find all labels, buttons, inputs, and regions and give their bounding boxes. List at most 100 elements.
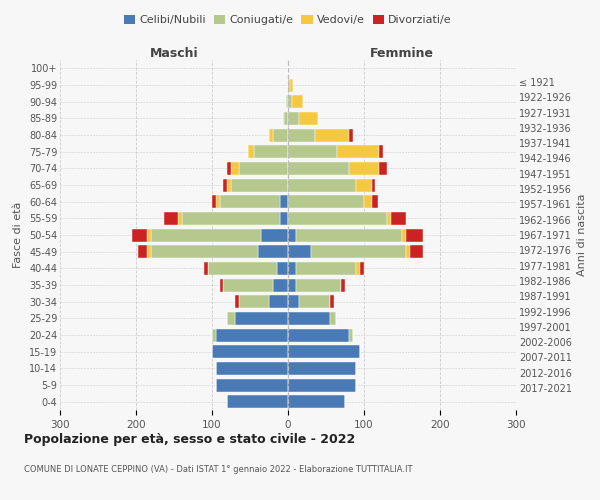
Bar (288, 212, 387, 225)
Bar (296, 228, 402, 241)
Bar (257, 245, 288, 258)
Bar (235, 295, 239, 308)
Bar (148, 228, 151, 241)
Bar (212, 195, 216, 208)
Bar (371, 195, 377, 208)
Bar (288, 278, 296, 291)
Bar (269, 295, 288, 308)
Bar (283, 112, 284, 125)
Bar (182, 212, 280, 225)
Bar (349, 128, 353, 141)
Bar (296, 262, 356, 275)
Bar (288, 395, 345, 408)
Bar (280, 195, 288, 208)
Bar (299, 112, 319, 125)
Bar (349, 328, 353, 342)
Bar (314, 128, 349, 141)
Bar (288, 245, 311, 258)
Bar (288, 128, 314, 141)
Bar (349, 162, 379, 175)
Bar (311, 245, 406, 258)
Bar (227, 178, 231, 192)
Bar (164, 212, 178, 225)
Bar (406, 228, 422, 241)
Bar (288, 178, 356, 192)
Bar (371, 178, 376, 192)
Bar (280, 212, 288, 225)
Bar (208, 262, 277, 275)
Bar (216, 195, 220, 208)
Bar (254, 145, 288, 158)
Bar (132, 228, 148, 241)
Text: COMUNE DI LONATE CEPPINO (VA) - Dati ISTAT 1° gennaio 2022 - Elaborazione TUTTIT: COMUNE DI LONATE CEPPINO (VA) - Dati IST… (24, 466, 413, 474)
Bar (273, 278, 288, 291)
Bar (290, 78, 293, 92)
Bar (406, 245, 410, 258)
Y-axis label: Fasce di età: Fasce di età (13, 202, 23, 268)
Bar (269, 128, 273, 141)
Bar (387, 212, 391, 225)
Bar (151, 228, 262, 241)
Bar (402, 228, 406, 241)
Bar (148, 245, 151, 258)
Text: Maschi: Maschi (149, 47, 199, 60)
Bar (288, 228, 296, 241)
Bar (356, 178, 371, 192)
Y-axis label: Anni di nascita: Anni di nascita (577, 194, 587, 276)
Bar (288, 262, 296, 275)
Bar (288, 312, 330, 325)
Bar (360, 262, 364, 275)
Bar (212, 345, 288, 358)
Bar (391, 212, 406, 225)
Bar (288, 345, 360, 358)
Bar (277, 262, 288, 275)
Bar (248, 145, 254, 158)
Bar (330, 295, 334, 308)
Bar (284, 112, 288, 125)
Bar (288, 78, 290, 92)
Bar (299, 295, 330, 308)
Bar (296, 278, 341, 291)
Bar (216, 378, 288, 392)
Bar (341, 278, 345, 291)
Bar (239, 295, 269, 308)
Bar (356, 262, 360, 275)
Bar (379, 145, 383, 158)
Bar (288, 328, 349, 342)
Bar (288, 112, 299, 125)
Bar (212, 328, 216, 342)
Bar (178, 212, 182, 225)
Bar (288, 162, 349, 175)
Bar (138, 245, 148, 258)
Bar (151, 245, 257, 258)
Bar (379, 162, 387, 175)
Bar (364, 195, 371, 208)
Text: Femmine: Femmine (370, 47, 434, 60)
Bar (262, 228, 288, 241)
Bar (286, 95, 288, 108)
Legend: Celibi/Nubili, Coniugati/e, Vedovi/e, Divorziati/e: Celibi/Nubili, Coniugati/e, Vedovi/e, Di… (120, 10, 456, 30)
Bar (330, 312, 336, 325)
Bar (337, 145, 379, 158)
Bar (239, 162, 288, 175)
Bar (231, 162, 239, 175)
Bar (227, 312, 235, 325)
Bar (223, 278, 273, 291)
Bar (216, 362, 288, 375)
Bar (220, 195, 280, 208)
Bar (292, 95, 303, 108)
Bar (231, 178, 288, 192)
Bar (288, 145, 337, 158)
Bar (235, 312, 288, 325)
Bar (216, 328, 288, 342)
Bar (288, 195, 364, 208)
Bar (273, 128, 288, 141)
Bar (227, 162, 231, 175)
Bar (220, 278, 223, 291)
Bar (288, 378, 356, 392)
Text: Popolazione per età, sesso e stato civile - 2022: Popolazione per età, sesso e stato civil… (24, 432, 355, 446)
Bar (288, 362, 356, 375)
Bar (227, 395, 288, 408)
Bar (205, 262, 208, 275)
Bar (288, 95, 292, 108)
